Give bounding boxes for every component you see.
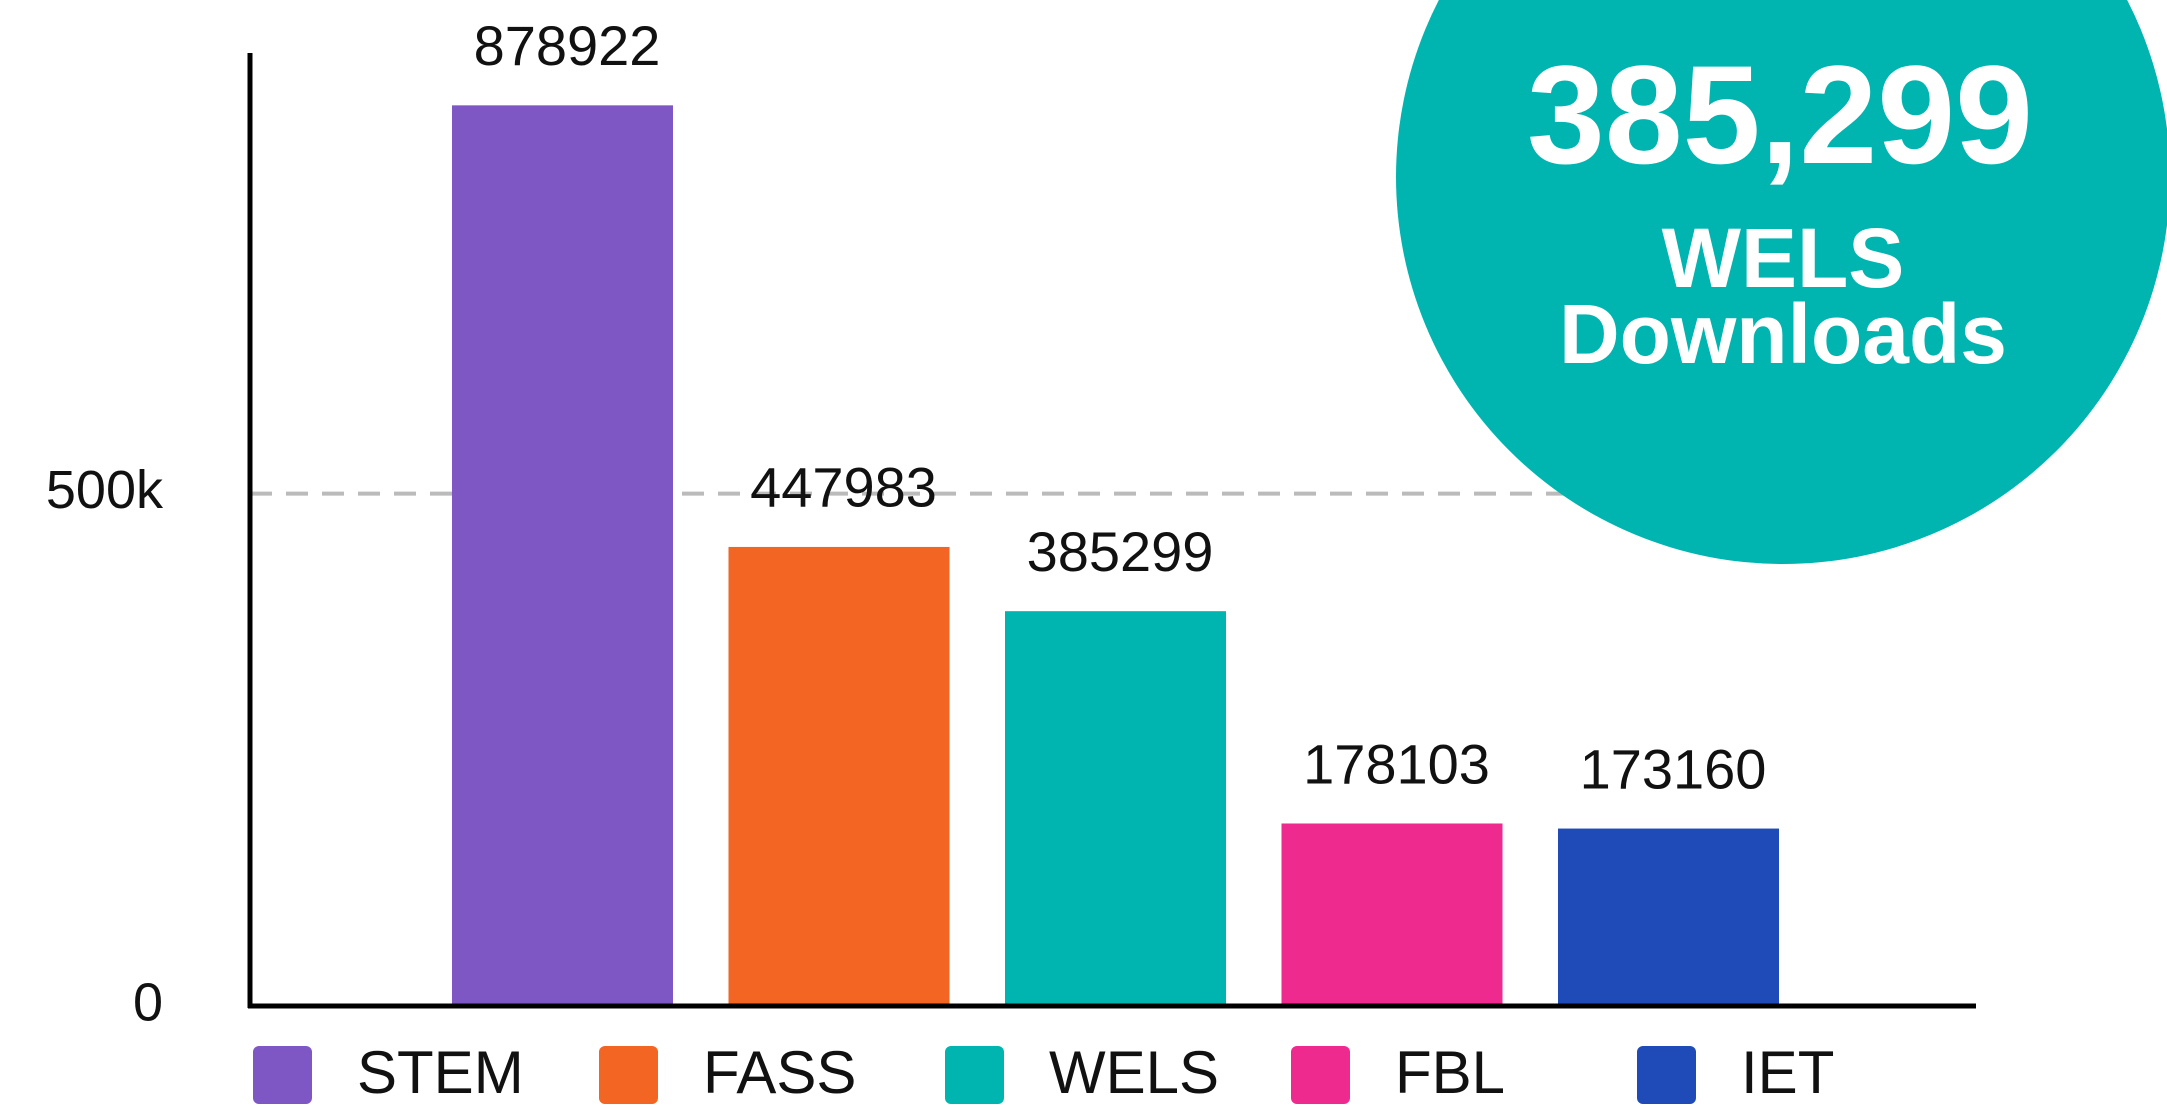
bar [728,546,950,1006]
value-label: 878922 [474,14,661,77]
callout-text: Downloads [1559,287,2007,381]
bar [1281,823,1503,1006]
legend-label: FASS [703,1039,856,1106]
legend-label: IET [1741,1039,1834,1106]
legend-swatch [945,1046,1004,1104]
legend-swatch [253,1046,312,1104]
bar [1005,611,1226,1006]
callout-text: WELS [1662,211,1905,305]
value-label: 385299 [1027,520,1214,583]
legend-label: WELS [1049,1039,1219,1106]
value-label: 447983 [750,456,937,519]
value-label: 173160 [1580,737,1767,800]
legend-label: STEM [357,1039,524,1106]
legend-label: FBL [1395,1039,1505,1106]
callout-number: 385,299 [1527,36,2033,193]
bar [1558,828,1779,1006]
bar [452,105,673,1007]
legend-swatch [1291,1046,1350,1104]
value-label: 178103 [1303,732,1490,795]
y-tick-label: 0 [133,972,163,1032]
callout-circle [1396,0,2167,564]
y-tick-label: 500k [46,460,164,520]
legend-swatch [1637,1046,1696,1104]
legend-swatch [599,1046,658,1104]
